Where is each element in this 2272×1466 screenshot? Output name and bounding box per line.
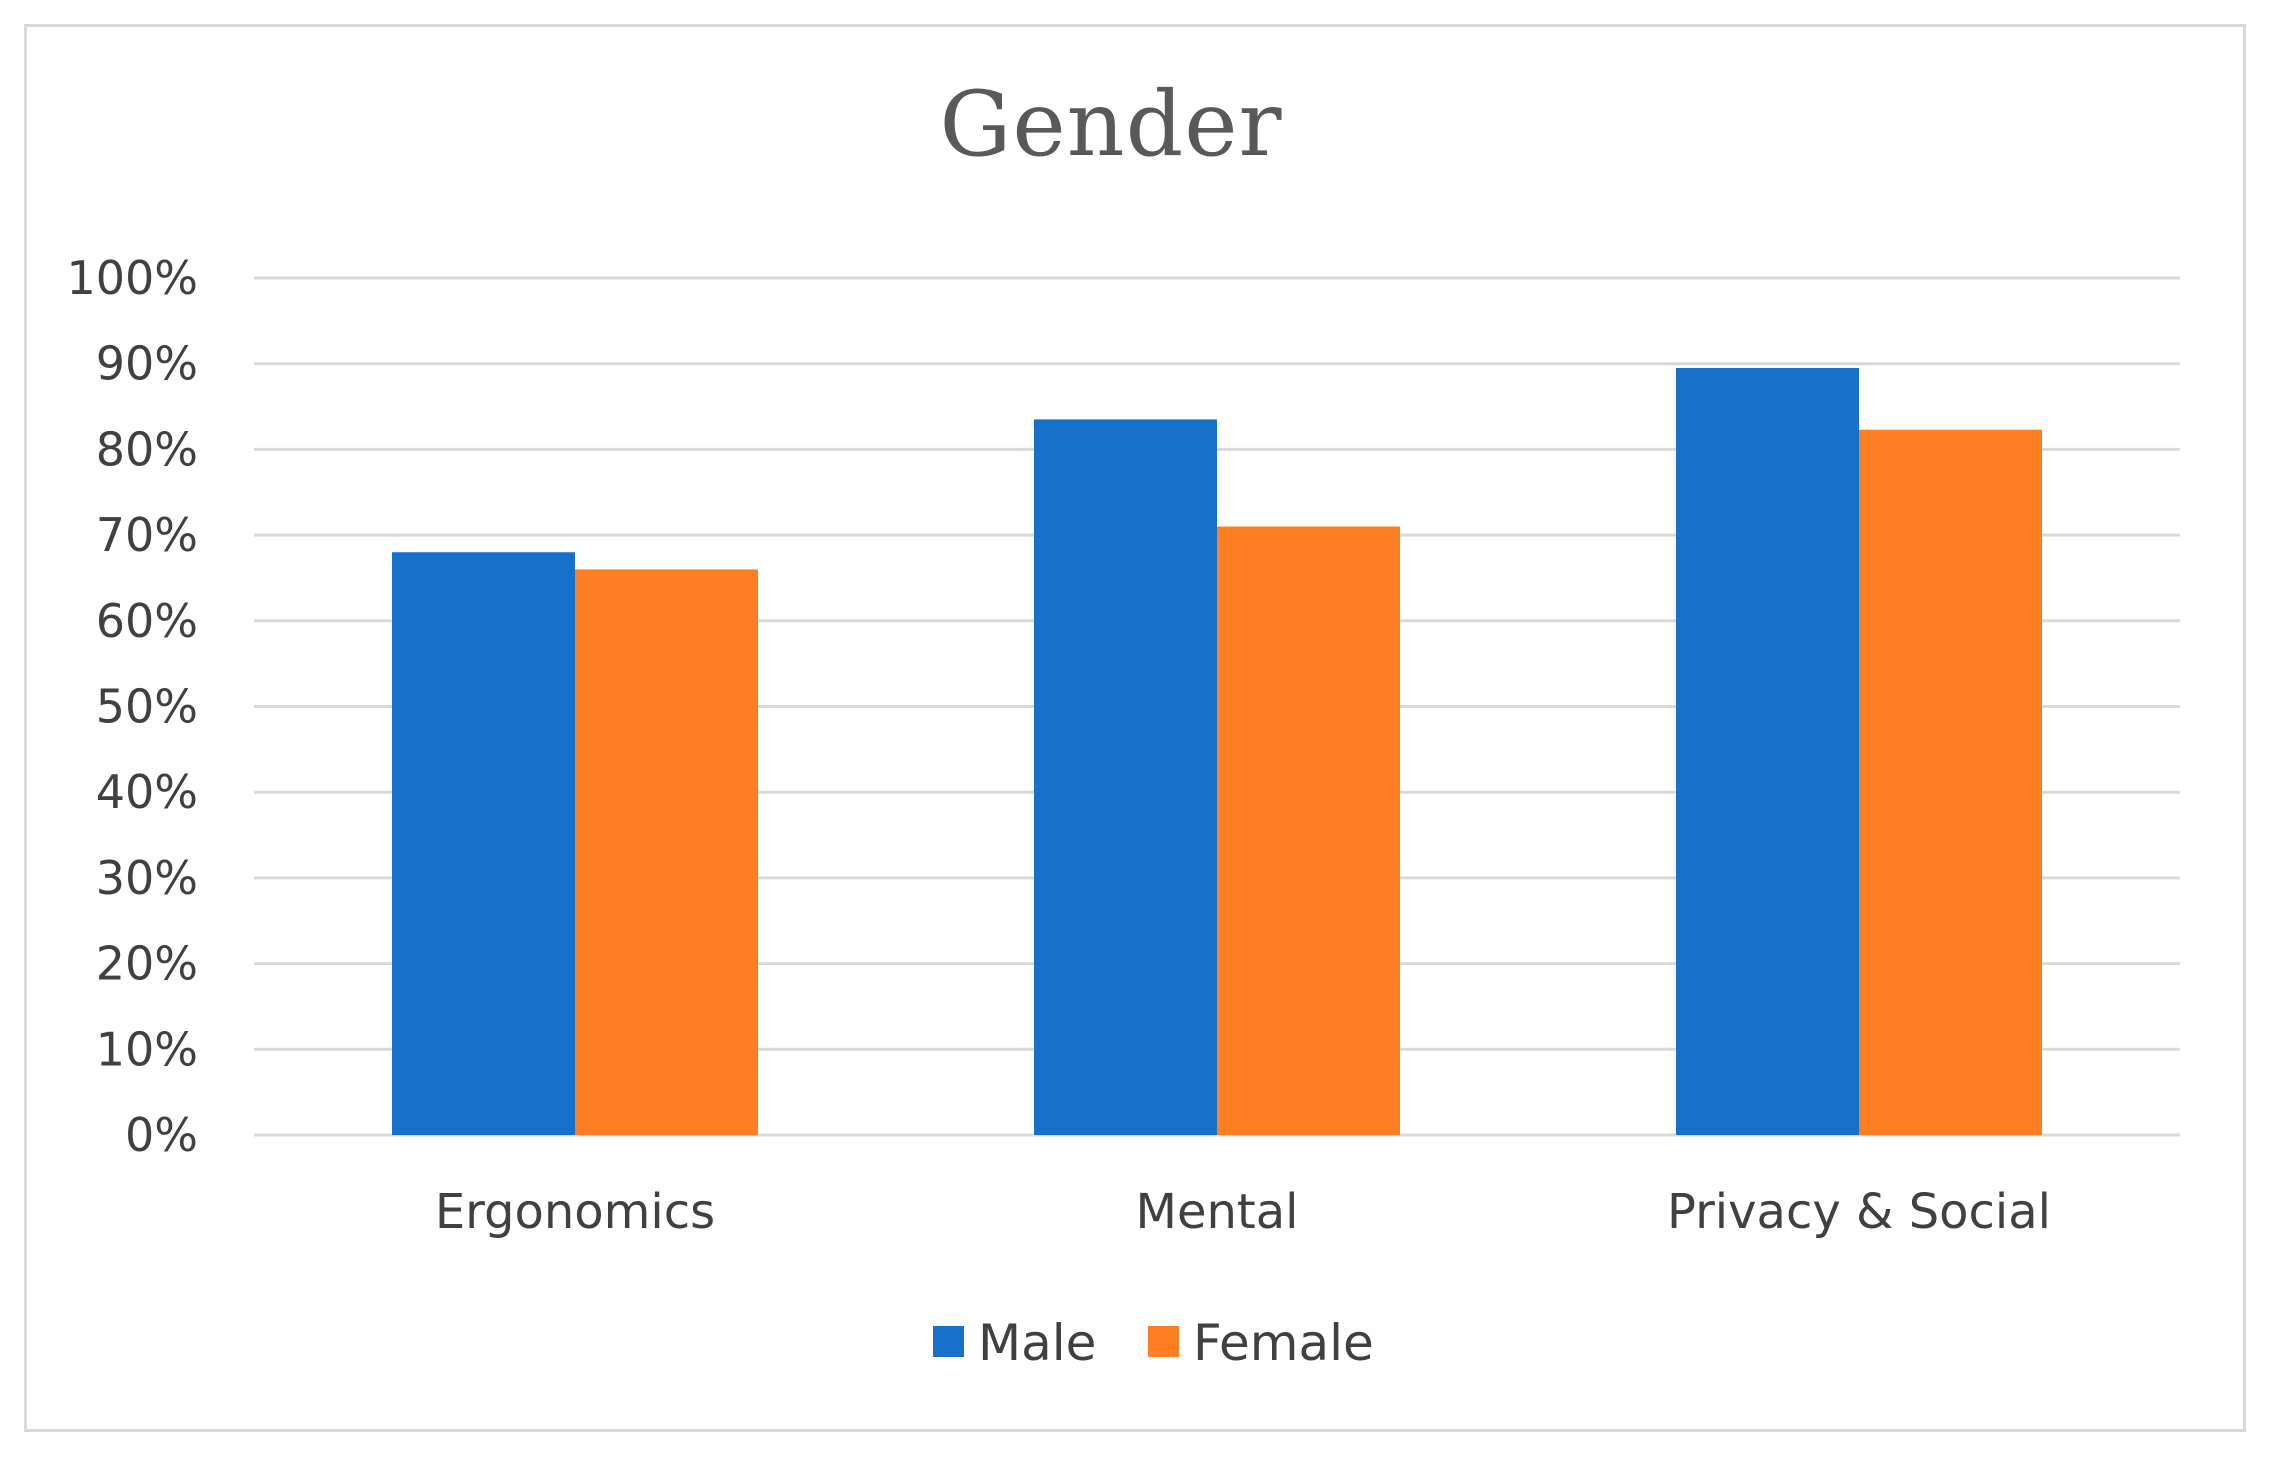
legend-label-male: Male <box>978 1314 1096 1372</box>
bars <box>392 367 2042 1136</box>
x-category-label: Privacy & Social <box>1667 1184 2051 1240</box>
bar-male-1 <box>1034 419 1217 1135</box>
chart-title: Gender <box>939 72 1283 177</box>
bar-female-0 <box>575 569 758 1135</box>
bar-male-2 <box>1676 367 1859 1135</box>
y-tick-label: 70% <box>96 508 198 562</box>
x-axis-categories: Ergonomics Mental Privacy & Social <box>435 1184 2051 1240</box>
y-tick-label: 30% <box>96 851 198 905</box>
legend-swatch-male <box>933 1326 964 1357</box>
bar-male-0 <box>392 552 575 1135</box>
legend: Male Female <box>933 1314 1374 1372</box>
x-category-label: Mental <box>1136 1184 1299 1240</box>
y-tick-label: 80% <box>96 422 198 476</box>
y-tick-label: 0% <box>125 1108 198 1162</box>
bar-female-1 <box>1217 526 1400 1135</box>
legend-label-female: Female <box>1193 1314 1374 1372</box>
x-category-label: Ergonomics <box>435 1184 715 1240</box>
bar-female-2 <box>1859 429 2042 1136</box>
y-tick-label: 10% <box>96 1022 198 1076</box>
legend-swatch-female <box>1148 1326 1179 1357</box>
y-tick-label: 90% <box>96 337 198 391</box>
y-tick-label: 100% <box>66 251 198 305</box>
y-tick-label: 50% <box>96 680 198 734</box>
y-tick-label: 40% <box>96 765 198 819</box>
y-tick-label: 20% <box>96 937 198 991</box>
y-tick-label: 60% <box>96 594 198 648</box>
y-axis-ticks: 0% 10% 20% 30% 40% 50% 60% 70% 80% 90% 100% <box>66 251 198 1162</box>
